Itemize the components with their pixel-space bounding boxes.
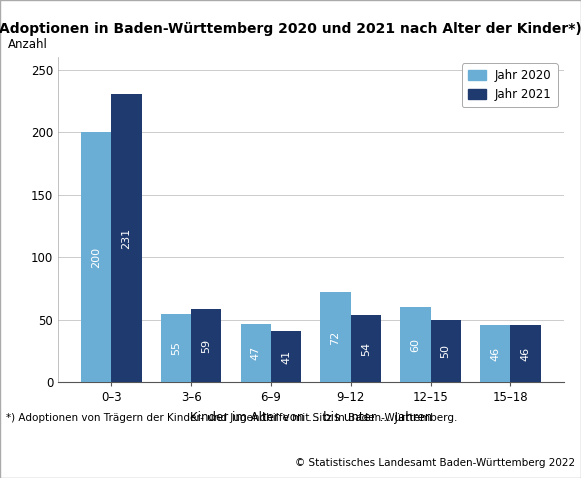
Bar [241,324,271,382]
Text: 55: 55 [171,341,181,355]
Bar [112,94,142,382]
Text: 54: 54 [361,342,371,356]
Text: 200: 200 [91,247,101,268]
Text: 72: 72 [331,330,340,345]
Text: Anzahl: Anzahl [8,38,48,51]
Bar [191,309,221,382]
Text: Adoptionen in Baden-Württemberg 2020 und 2021 nach Alter der Kinder*): Adoptionen in Baden-Württemberg 2020 und… [0,22,581,35]
Bar [480,325,510,382]
Bar [431,320,461,382]
Text: 231: 231 [121,228,131,249]
Bar [161,314,191,382]
Bar [351,315,381,382]
Text: 46: 46 [490,347,500,361]
Text: 59: 59 [202,338,211,353]
Text: 50: 50 [440,344,451,358]
Bar [510,325,540,382]
Bar [271,331,302,382]
Text: 46: 46 [521,347,530,361]
Text: 60: 60 [410,338,420,352]
Text: 47: 47 [251,346,261,360]
Legend: Jahr 2020, Jahr 2021: Jahr 2020, Jahr 2021 [462,63,558,107]
Text: © Statistisches Landesamt Baden-Württemberg 2022: © Statistisches Landesamt Baden-Württemb… [295,458,575,468]
Bar [400,307,431,382]
Text: 41: 41 [281,350,291,364]
Bar [81,132,112,382]
X-axis label: Kinder im Alter von ... bis unter ... Jahren: Kinder im Alter von ... bis unter ... Ja… [190,412,432,424]
Bar [320,293,351,382]
Text: *) Adoptionen von Trägern der Kinder- und Jugendhilfe mit Sitz in Baden-Württemb: *) Adoptionen von Trägern der Kinder- un… [6,413,457,423]
